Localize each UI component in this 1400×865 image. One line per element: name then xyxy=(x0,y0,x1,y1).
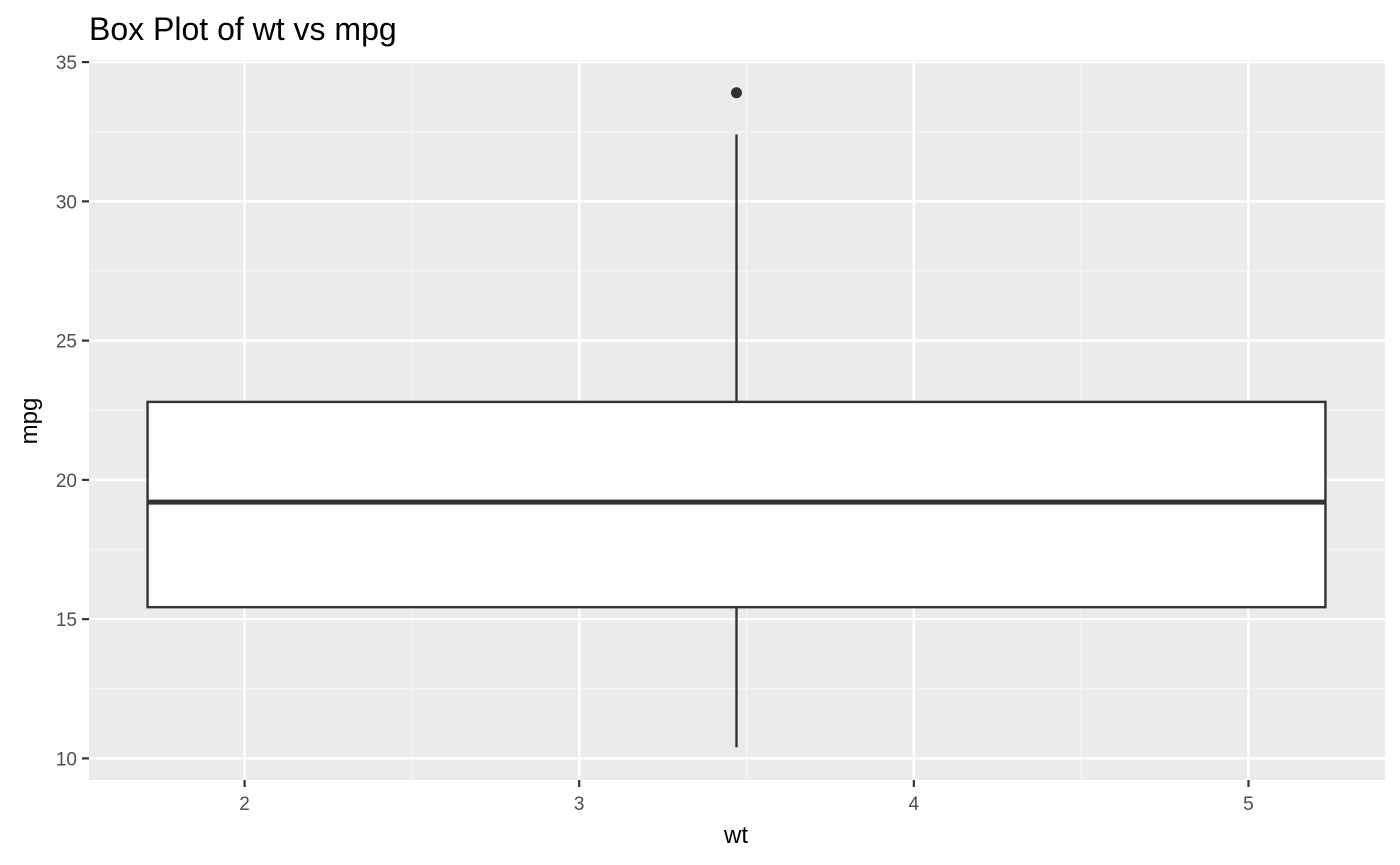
x-axis: 2 3 4 5 xyxy=(239,780,1254,815)
x-tick-label: 4 xyxy=(909,794,920,815)
x-tick-label: 3 xyxy=(574,794,585,815)
y-tick-label: 35 xyxy=(56,53,77,74)
y-tick-label: 30 xyxy=(56,192,77,213)
y-tick-label: 25 xyxy=(56,332,77,353)
y-axis: 10 15 20 25 30 35 xyxy=(56,53,89,770)
y-tick-label: 20 xyxy=(56,471,77,492)
outlier-point xyxy=(730,87,742,99)
chart-title: Box Plot of wt vs mpg xyxy=(89,11,397,47)
box-plot-marks xyxy=(146,87,1327,748)
x-axis-title: wt xyxy=(723,822,748,849)
y-axis-title: mpg xyxy=(16,398,43,445)
y-tick-label: 10 xyxy=(56,749,77,770)
x-tick-label: 2 xyxy=(239,794,250,815)
y-tick-label: 15 xyxy=(56,610,77,631)
x-tick-label: 5 xyxy=(1243,794,1254,815)
